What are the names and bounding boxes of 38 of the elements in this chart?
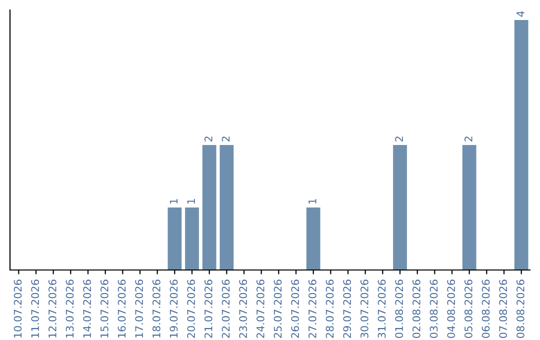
x-tick-label: 27.07.2026 [308,280,316,338]
x-tick-label: 05.08.2026 [464,280,472,338]
x-tick-label: 07.08.2026 [499,280,508,338]
data-label: 2 [204,136,212,142]
x-tick-label: 01.08.2026 [395,280,404,338]
x-tick-label: 15.07.2026 [100,280,108,338]
x-tick-label: 04.08.2026 [447,280,456,338]
x-tick-label: 25.07.2026 [274,280,282,338]
x-tick-label: 28.07.2026 [326,280,334,338]
x-tick-label: 08.08.2026 [516,280,524,338]
x-tick-label: 11.07.2026 [31,280,40,338]
x-tick-label: 26.07.2026 [291,280,300,338]
x-tick-label: 19.07.2026 [170,280,178,338]
x-tick-label: 30.07.2026 [360,280,368,338]
x-tick-label: 10.07.2026 [14,280,22,338]
data-label: 1 [308,199,316,204]
x-tick-label: 29.07.2026 [343,280,352,338]
x-tick-label: 21.07.2026 [204,280,212,338]
x-tick-label: 13.07.2026 [66,280,74,338]
data-label: 4 [516,11,524,17]
data-label: 2 [222,136,230,142]
x-tick-label: 23.07.2026 [239,280,248,338]
x-tick-label: 14.07.2026 [83,280,92,338]
x-tick-label: 20.07.2026 [187,280,196,338]
x-tick-label: 18.07.2026 [152,280,160,338]
x-tick-label: 24.07.2026 [256,280,264,338]
x-tick-label: 31.07.2026 [378,280,386,338]
data-label: 2 [395,136,403,142]
x-tick-label: 16.07.2026 [118,280,126,338]
data-label: 2 [464,136,472,142]
x-tick-label: 02.08.2026 [412,280,420,338]
x-tick-label: 22.07.2026 [222,280,230,338]
x-tick-label: 06.08.2026 [482,280,490,338]
data-label: 1 [170,199,178,204]
x-tick-label: 17.07.2026 [135,280,144,338]
x-tick-label: 03.08.2026 [430,280,438,338]
data-label: 1 [187,199,195,204]
x-tick-label: 12.07.2026 [48,280,56,338]
